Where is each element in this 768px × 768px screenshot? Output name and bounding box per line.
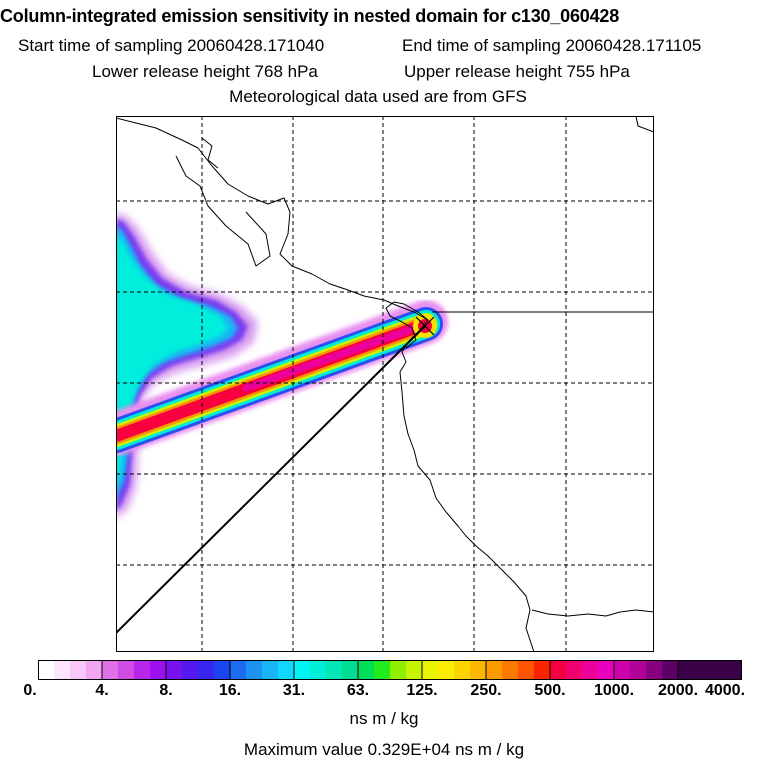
colorbar-cell <box>86 660 103 680</box>
colorbar-cell <box>198 660 215 680</box>
colorbar-cell <box>662 660 679 680</box>
colorbar-cell <box>438 660 455 680</box>
colorbar-tick-label: 125. <box>406 682 438 699</box>
colorbar-cell <box>294 660 311 680</box>
colorbar-tick-label: 4000. <box>704 682 746 699</box>
colorbar-cell <box>182 660 199 680</box>
colorbar-tick-label: 8. <box>159 682 173 699</box>
colorbar-cell <box>54 660 71 680</box>
colorbar-cell <box>166 660 183 680</box>
back-trajectory-line <box>116 325 426 634</box>
upper-release-height-label: Upper release height 755 hPa <box>404 62 630 81</box>
map-title: Column-integrated emission sensitivity i… <box>0 6 619 26</box>
colorbar-tick-label: 16. <box>218 682 242 699</box>
meteorological-data-label: Meteorological data used are from GFS <box>229 87 527 106</box>
maximum-value-label: Maximum value 0.329E+04 ns m / kg <box>243 740 525 759</box>
map-frame <box>116 116 654 652</box>
colorbar-tick-label: 0. <box>23 682 37 699</box>
coastlines <box>116 116 654 652</box>
sensitivity-core-region <box>116 234 228 488</box>
colorbar-cell <box>38 660 55 680</box>
colorbar-cell <box>534 660 551 680</box>
gulf-of-california-coast <box>385 301 429 349</box>
north-american-coast <box>116 117 429 321</box>
colorbar-cell <box>262 660 279 680</box>
colorbar-cell <box>358 660 375 680</box>
colorbar-cell <box>470 660 487 680</box>
colorbar-cell <box>454 660 471 680</box>
colorbar-cell <box>102 660 119 680</box>
colorbar-tick-label: 63. <box>346 682 370 699</box>
channel-islands <box>201 137 219 169</box>
colorbar-cell <box>646 660 663 680</box>
colorbar-tick-label: 2000. <box>657 682 699 699</box>
colorbar-tick-label: 1000. <box>593 682 635 699</box>
colorbar <box>38 660 742 680</box>
texas-coast <box>635 116 654 133</box>
colorbar-cell <box>422 660 439 680</box>
colorbar-cell <box>390 660 407 680</box>
colorbar-cell <box>406 660 423 680</box>
colorbar-cell <box>310 660 327 680</box>
colorbar-cell <box>374 660 391 680</box>
colorbar-cell <box>118 660 135 680</box>
colorbar-unit-label: ns m / kg <box>349 709 419 728</box>
colorbar-cell <box>582 660 599 680</box>
colorbar-frame <box>38 660 742 680</box>
colorbar-cell <box>246 660 263 680</box>
central-american-coast <box>531 609 654 617</box>
colorbar-cell <box>614 660 631 680</box>
release-point-marker <box>415 316 435 336</box>
colorbar-cell <box>566 660 583 680</box>
colorbar-cell <box>214 660 231 680</box>
gridlines <box>116 116 654 652</box>
colorbar-cell <box>630 660 647 680</box>
colorbar-cell <box>342 660 359 680</box>
colorbar-tick-label: 500. <box>534 682 566 699</box>
mexican-pacific-coast <box>399 319 535 652</box>
colorbar-cell <box>518 660 535 680</box>
colorbar-cell <box>326 660 343 680</box>
colorbar-tick-label: 4. <box>95 682 109 699</box>
colorbar-cell <box>70 660 87 680</box>
colorbar-cell <box>134 660 151 680</box>
colorbar-cell <box>550 660 567 680</box>
colorbar-cell <box>598 660 615 680</box>
sensitivity-map <box>116 116 654 652</box>
colorbar-tick-label: 31. <box>282 682 306 699</box>
colorbar-cell <box>502 660 519 680</box>
colorbar-cell <box>150 660 167 680</box>
start-time-label: Start time of sampling 20060428.171040 <box>18 36 325 55</box>
plume-magenta <box>242 320 430 392</box>
colorbar-cell <box>278 660 295 680</box>
end-time-label: End time of sampling 20060428.171105 <box>402 36 702 55</box>
colorbar-cell <box>230 660 247 680</box>
colorbar-cell <box>486 660 503 680</box>
baja-california-coast <box>175 155 271 267</box>
colorbar-tick-label: 250. <box>470 682 502 699</box>
colorbar-cell <box>678 660 742 680</box>
lower-release-height-label: Lower release height 768 hPa <box>92 62 318 81</box>
